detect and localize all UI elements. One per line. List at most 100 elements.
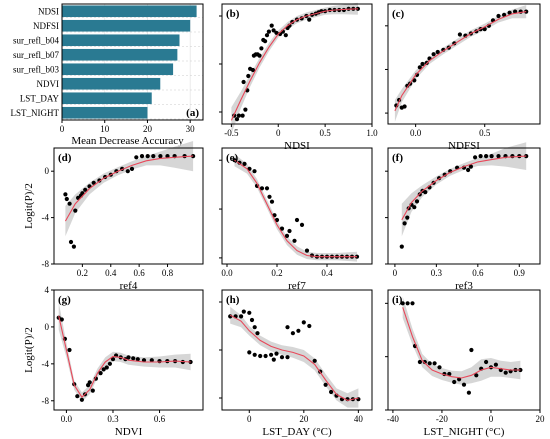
data-point xyxy=(329,389,334,395)
data-point xyxy=(274,351,279,356)
data-point xyxy=(279,226,285,231)
data-point xyxy=(258,353,263,359)
data-point xyxy=(502,12,507,17)
data-point xyxy=(283,33,288,38)
bar xyxy=(62,77,161,90)
data-point xyxy=(67,347,72,353)
data-point xyxy=(482,27,487,32)
x-tick-label: 40 xyxy=(354,414,364,424)
panel-d: 0.2 0.4 0.6 0.8 -8 -4 0 ref4 Logit(P)/2 (d) xyxy=(23,141,204,292)
data-point xyxy=(312,358,317,363)
data-point xyxy=(269,199,275,204)
data-point xyxy=(151,154,156,159)
data-point xyxy=(83,187,88,192)
x-tick-label: 0 xyxy=(393,268,398,278)
data-point xyxy=(250,67,255,73)
panel-b: -0.5 0 0.5 1.0 NDSI (b) xyxy=(219,2,378,152)
data-point xyxy=(247,350,252,355)
confidence-band xyxy=(65,141,194,237)
data-point xyxy=(91,180,96,185)
data-point xyxy=(110,357,116,362)
fit-line xyxy=(64,155,194,222)
bar xyxy=(62,106,148,119)
data-point xyxy=(158,154,163,159)
data-point xyxy=(292,238,297,243)
panel-label: (g) xyxy=(58,294,71,306)
data-point xyxy=(304,248,310,253)
data-point xyxy=(243,107,248,112)
data-point xyxy=(299,222,305,227)
data-point xyxy=(473,155,478,160)
category-label: LST_NIGHT xyxy=(11,108,60,118)
y-tick-label: -8 xyxy=(42,396,50,406)
data-point xyxy=(402,104,407,109)
fit-line xyxy=(402,307,521,379)
bar xyxy=(62,48,178,61)
data-point xyxy=(259,186,265,191)
x-tick-label: 0.2 xyxy=(271,268,282,278)
panel-label: (e) xyxy=(226,152,239,164)
panel-label: (f) xyxy=(392,152,403,164)
x-tick-label: 0.6 xyxy=(134,268,146,278)
x-tick-label: 0.9 xyxy=(514,268,526,278)
axes-frame xyxy=(221,147,373,265)
data-point xyxy=(246,73,251,79)
data-point xyxy=(301,320,306,325)
x-axis-label: NDSI xyxy=(284,140,310,152)
data-point xyxy=(264,33,270,38)
x-tick-label: 0.5 xyxy=(479,128,491,138)
data-point xyxy=(129,166,135,171)
x-tick-label: 0.6 xyxy=(154,414,166,424)
data-point xyxy=(274,30,279,35)
category-label: NDFSI xyxy=(33,21,59,31)
x-tick-label: 0.4 xyxy=(321,268,333,278)
x-tick-label: 20 xyxy=(143,124,153,134)
data-point xyxy=(437,365,442,370)
data-point xyxy=(489,154,494,159)
data-point xyxy=(432,361,437,366)
data-point xyxy=(64,196,69,202)
data-point xyxy=(474,373,479,378)
x-axis-label: NDVI xyxy=(115,426,143,438)
data-point xyxy=(414,199,420,204)
y-tick-label: -8 xyxy=(42,259,50,269)
data-point xyxy=(98,371,103,376)
data-point xyxy=(484,359,489,365)
x-tick-label: 0.3 xyxy=(107,414,119,424)
data-point xyxy=(399,244,404,249)
x-tick-label: 0.0 xyxy=(221,268,233,278)
data-point xyxy=(252,352,257,357)
data-point xyxy=(468,164,473,169)
data-point xyxy=(461,382,467,387)
data-point xyxy=(410,301,415,306)
data-point xyxy=(510,154,515,159)
bar xyxy=(62,5,197,18)
data-point xyxy=(323,382,328,387)
axes-frame xyxy=(387,289,541,411)
data-point xyxy=(264,186,270,191)
x-axis-label: ref7 xyxy=(288,280,306,292)
data-point xyxy=(101,367,106,372)
x-tick-label: -0.5 xyxy=(224,128,239,138)
data-point xyxy=(402,221,407,226)
panel-c: 0.0 0.5 NDFSI (c) xyxy=(385,3,541,152)
data-point xyxy=(134,155,139,160)
panel-a: NDSI NDFSI sur_refl_b04 sur_refl_b07 sur_ref… xyxy=(11,3,204,147)
data-point xyxy=(307,17,312,22)
data-point xyxy=(67,201,72,206)
data-point xyxy=(252,169,257,174)
data-point xyxy=(435,49,440,55)
data-point xyxy=(255,331,260,336)
data-point xyxy=(236,113,241,118)
data-point xyxy=(285,325,290,330)
data-point xyxy=(296,328,301,333)
data-point xyxy=(59,317,64,322)
x-tick-label: 0.2 xyxy=(77,268,88,278)
data-point xyxy=(242,161,247,166)
x-tick-label: 0.0 xyxy=(61,414,73,424)
data-point xyxy=(241,309,246,314)
x-axis-label: Mean Decrease Accuracy xyxy=(71,135,184,147)
data-point xyxy=(263,353,268,359)
category-label: sur_refl_b04 xyxy=(13,35,59,45)
